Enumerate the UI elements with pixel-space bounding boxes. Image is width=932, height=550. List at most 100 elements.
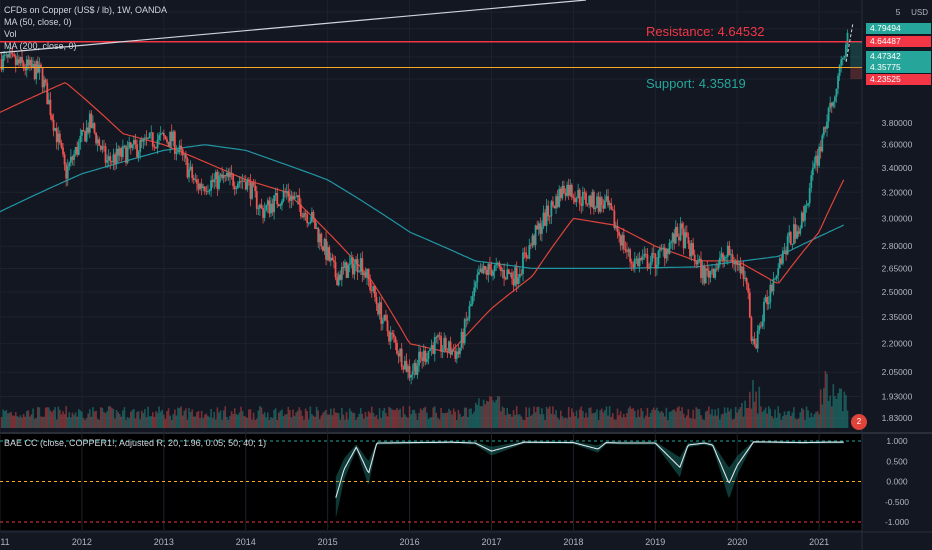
candle-body xyxy=(473,287,476,297)
volume-bar xyxy=(177,407,179,428)
volume-bar xyxy=(810,412,813,428)
volume-bar xyxy=(470,408,472,428)
volume-bar xyxy=(709,414,712,428)
volume-bar xyxy=(303,419,305,428)
candle-body xyxy=(574,198,576,203)
candle-body xyxy=(707,270,710,278)
x-tick-label: 2019 xyxy=(645,537,665,547)
symbol-label[interactable]: CFDs on Copper (US$ / lb), 1W, OANDA xyxy=(4,5,168,15)
volume-bar xyxy=(523,419,526,428)
candle-body xyxy=(610,203,613,210)
candle-body xyxy=(13,54,16,57)
candle-body xyxy=(178,145,181,151)
currency-label[interactable]: USD xyxy=(911,8,928,17)
candle-body xyxy=(534,225,537,245)
vol-label[interactable]: Vol xyxy=(4,29,17,39)
candle-body xyxy=(266,200,269,206)
candle-body xyxy=(334,262,337,278)
volume-bar xyxy=(249,409,252,428)
candle-body xyxy=(616,225,619,232)
candle-body xyxy=(30,59,33,68)
volume-bar xyxy=(539,414,542,428)
candle-body xyxy=(441,349,444,352)
volume-bar xyxy=(440,407,442,428)
volume-bar xyxy=(548,406,551,428)
candle-body xyxy=(232,174,235,186)
candle-body xyxy=(40,64,42,68)
candle-body xyxy=(381,320,384,324)
level-lines xyxy=(0,0,862,80)
volume-bar xyxy=(600,408,603,428)
volume-bar xyxy=(512,410,515,428)
candle-body xyxy=(259,204,261,209)
volume-bar xyxy=(506,407,509,428)
candle-body xyxy=(637,258,639,267)
volume-bar xyxy=(519,414,521,428)
candle-body xyxy=(826,121,828,129)
candle-body xyxy=(750,317,753,341)
volume-bar xyxy=(678,406,680,428)
candle-body xyxy=(662,247,665,250)
candle-body xyxy=(69,156,72,163)
candle-body xyxy=(526,257,529,259)
resistance-annotation[interactable]: Resistance: 4.64532 xyxy=(646,24,765,39)
candle-body xyxy=(695,261,698,265)
support-annotation[interactable]: Support: 4.35819 xyxy=(646,76,746,91)
candle-body xyxy=(736,260,739,266)
volume-bar xyxy=(742,416,745,428)
volume-bar xyxy=(671,409,674,428)
candle-body xyxy=(833,96,836,102)
y-tick-label: 2.20000 xyxy=(882,339,913,349)
candle-body xyxy=(274,193,277,196)
candle-body xyxy=(660,247,663,250)
candle-body xyxy=(482,265,485,274)
volume-bar xyxy=(484,404,486,428)
candle-body xyxy=(58,133,61,143)
candle-body xyxy=(229,172,231,178)
volume-bar xyxy=(5,410,8,428)
volume-bar xyxy=(55,419,58,428)
candle-body xyxy=(706,268,709,271)
y-tick-label: 1.83000 xyxy=(882,413,913,423)
candle-body xyxy=(517,277,520,284)
volume-bar xyxy=(459,413,461,428)
volume-bar xyxy=(525,407,527,428)
ma200-label[interactable]: MA (200, close, 0) xyxy=(4,41,77,51)
volume-bar xyxy=(63,414,66,428)
candle-body xyxy=(624,248,627,251)
volume-bar xyxy=(416,419,419,428)
volume-bar xyxy=(309,406,312,428)
candle-body xyxy=(663,247,666,259)
volume-bar xyxy=(38,407,41,428)
volume-bar xyxy=(695,407,698,428)
volume-bar xyxy=(150,416,153,428)
candle-body xyxy=(320,233,323,247)
candle-body xyxy=(651,252,654,262)
y-tick-label: 1.93000 xyxy=(882,392,913,402)
ma50-label[interactable]: MA (50, close, 0) xyxy=(4,17,72,27)
candle-body xyxy=(479,268,482,273)
volume-bar xyxy=(128,418,130,428)
candle-body xyxy=(684,232,687,249)
candle-body xyxy=(644,253,647,255)
candle-body xyxy=(592,191,595,210)
volume-bar xyxy=(326,414,329,428)
candle-body xyxy=(298,195,301,205)
candle-body xyxy=(322,246,324,251)
candle-body xyxy=(563,185,565,194)
volume-bar xyxy=(578,409,581,428)
volume-bar xyxy=(25,411,28,428)
candle-body xyxy=(643,253,646,257)
candle-body xyxy=(22,62,25,69)
notification-badge[interactable]: 2 xyxy=(851,414,867,430)
indicator-legend[interactable]: BAE CC (close, COPPER1!, Adjusted R, 20,… xyxy=(4,438,267,448)
volume-bar xyxy=(769,408,772,428)
volume-bar xyxy=(323,411,326,428)
indicator-band xyxy=(335,441,844,519)
candle-body xyxy=(240,181,242,183)
volume-bar xyxy=(49,410,52,428)
candle-body xyxy=(367,268,370,280)
volume-bar xyxy=(282,416,285,428)
candle-body xyxy=(222,175,225,179)
